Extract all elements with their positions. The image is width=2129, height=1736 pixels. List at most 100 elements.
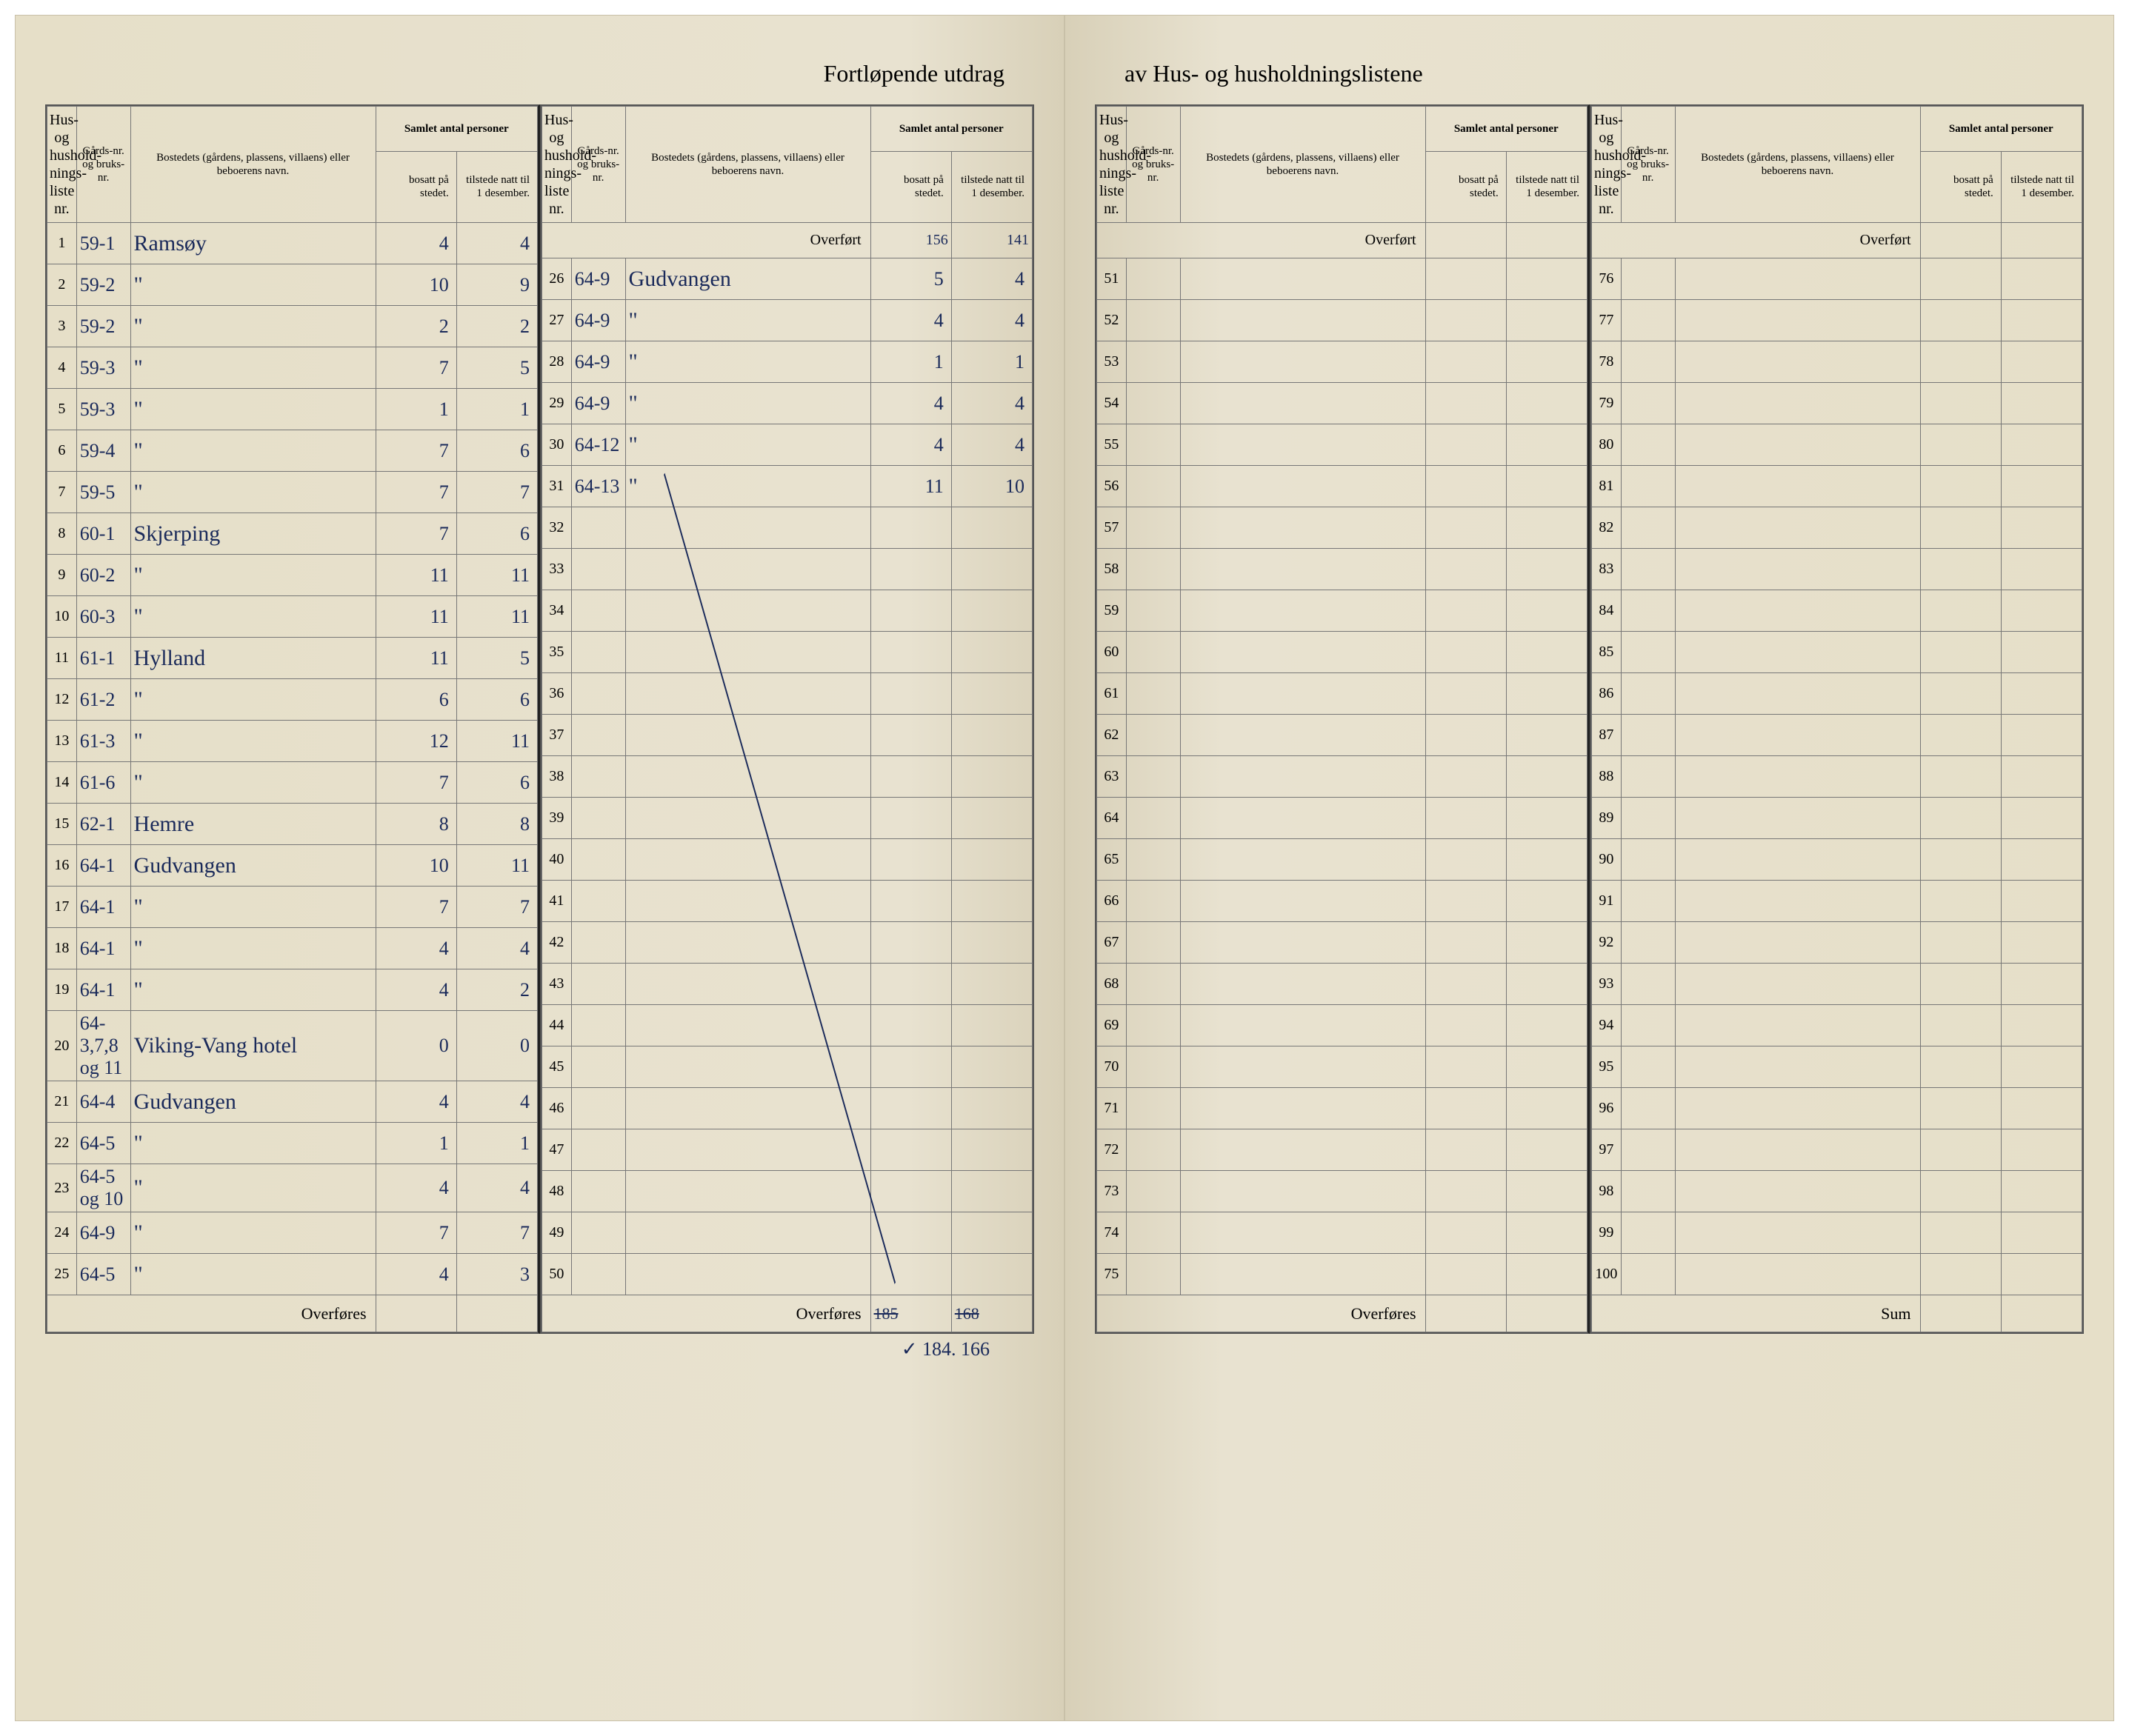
table-row: 83	[1592, 549, 2082, 590]
table-row: 50	[542, 1254, 1033, 1295]
bosatt-val	[1920, 1254, 2001, 1295]
bosted-name: "	[625, 466, 870, 507]
overfores-label: Overføres	[542, 1295, 871, 1332]
gards-nr: 59-5	[76, 472, 130, 513]
gards-nr	[1126, 798, 1180, 839]
gards-nr	[1126, 1088, 1180, 1129]
table-row: 2764-9"44	[542, 300, 1033, 341]
table-row: 42	[542, 922, 1033, 964]
bosted-name	[625, 964, 870, 1005]
bosted-name	[625, 1254, 870, 1295]
bosted-name	[1180, 383, 1425, 424]
bosted-name: "	[130, 721, 376, 762]
bosatt-val	[1425, 549, 1506, 590]
gards-nr	[1621, 673, 1675, 715]
title-right: av Hus- og husholdningslistene	[1095, 60, 2084, 90]
table-row: 79	[1592, 383, 2082, 424]
row-num: 20	[47, 1011, 77, 1081]
bosatt-val	[870, 1088, 951, 1129]
corrected-totals: ✓ 184. 166	[45, 1338, 1034, 1361]
gards-nr	[1126, 964, 1180, 1005]
tilstede-val	[951, 1088, 1032, 1129]
table-row: 63	[1097, 756, 1587, 798]
bosatt-val	[870, 632, 951, 673]
bosted-name: "	[130, 762, 376, 804]
tilstede-val	[2001, 383, 2082, 424]
block-2: Hus- og hushold-nings-liste nr. Gårds-nr…	[540, 104, 1034, 1334]
bosatt-val: 0	[376, 1011, 456, 1081]
gards-nr	[1126, 673, 1180, 715]
row-num: 45	[542, 1046, 572, 1088]
gards-nr	[571, 964, 625, 1005]
gards-nr	[1126, 632, 1180, 673]
gards-nr	[571, 715, 625, 756]
tilstede-val	[1506, 300, 1587, 341]
table-row: 1562-1Hemre88	[47, 804, 538, 845]
gards-nr: 64-5	[76, 1254, 130, 1295]
row-num: 15	[47, 804, 77, 845]
row-num: 36	[542, 673, 572, 715]
bosatt-val	[1920, 964, 2001, 1005]
bosatt-val	[1920, 1088, 2001, 1129]
gards-nr	[1126, 922, 1180, 964]
gards-nr: 64-9	[571, 383, 625, 424]
bosted-name	[625, 590, 870, 632]
row-num: 68	[1097, 964, 1127, 1005]
table-row: 59	[1097, 590, 1587, 632]
gards-nr	[1621, 424, 1675, 466]
gards-nr: 64-13	[571, 466, 625, 507]
table-row: 91	[1592, 881, 2082, 922]
table-row: 57	[1097, 507, 1587, 549]
bosted-name	[1180, 1129, 1425, 1171]
row-num: 41	[542, 881, 572, 922]
table-block-1: Hus- og hushold-nings-liste nr. Gårds-nr…	[47, 106, 538, 1332]
bosted-name	[1180, 964, 1425, 1005]
row-num: 6	[47, 430, 77, 472]
overfores-t-struck: 168	[951, 1295, 1032, 1332]
tilstede-val: 4	[456, 928, 537, 969]
tilstede-val: 6	[456, 762, 537, 804]
gards-nr: 59-4	[76, 430, 130, 472]
table-row: 2664-9Gudvangen54	[542, 258, 1033, 300]
bosted-name: "	[130, 1123, 376, 1164]
table-row: 34	[542, 590, 1033, 632]
bosted-name: "	[625, 300, 870, 341]
bosatt-val	[870, 1171, 951, 1212]
row-num: 39	[542, 798, 572, 839]
table-block-2: Hus- og hushold-nings-liste nr. Gårds-nr…	[542, 106, 1033, 1332]
block-3: Hus- og hushold-nings-liste nr. Gårds-nr…	[1095, 104, 1590, 1334]
tilstede-val	[2001, 549, 2082, 590]
table-row: 52	[1097, 300, 1587, 341]
bosatt-val: 4	[376, 928, 456, 969]
bosatt-val: 4	[870, 383, 951, 424]
hdr-samlet: Samlet antal personer	[376, 107, 537, 152]
bosatt-val	[1920, 632, 2001, 673]
row-num: 47	[542, 1129, 572, 1171]
bosatt-val: 12	[376, 721, 456, 762]
gards-nr	[571, 839, 625, 881]
row-num: 63	[1097, 756, 1127, 798]
tilstede-val: 4	[951, 258, 1032, 300]
bosatt-val	[1425, 964, 1506, 1005]
row-num: 31	[542, 466, 572, 507]
row-num: 64	[1097, 798, 1127, 839]
bosatt-val: 7	[376, 472, 456, 513]
table-row: 1864-1"44	[47, 928, 538, 969]
row-num: 5	[47, 389, 77, 430]
row-num: 46	[542, 1088, 572, 1129]
tilstede-val	[2001, 922, 2082, 964]
bosted-name	[1180, 1212, 1425, 1254]
table-row: 2564-5"43	[47, 1254, 538, 1295]
bosted-name: "	[130, 389, 376, 430]
overfores-label: Overføres	[47, 1295, 376, 1332]
tilstede-val	[2001, 798, 2082, 839]
table-row: 81	[1592, 466, 2082, 507]
tilstede-val: 4	[456, 223, 537, 264]
gards-nr: 64-1	[76, 845, 130, 887]
table-row: 72	[1097, 1129, 1587, 1171]
hdr-samlet: Samlet antal personer	[1425, 107, 1587, 152]
bosatt-val	[870, 839, 951, 881]
bosatt-val: 5	[870, 258, 951, 300]
gards-nr: 64-9	[571, 300, 625, 341]
gards-nr: 64-1	[76, 887, 130, 928]
